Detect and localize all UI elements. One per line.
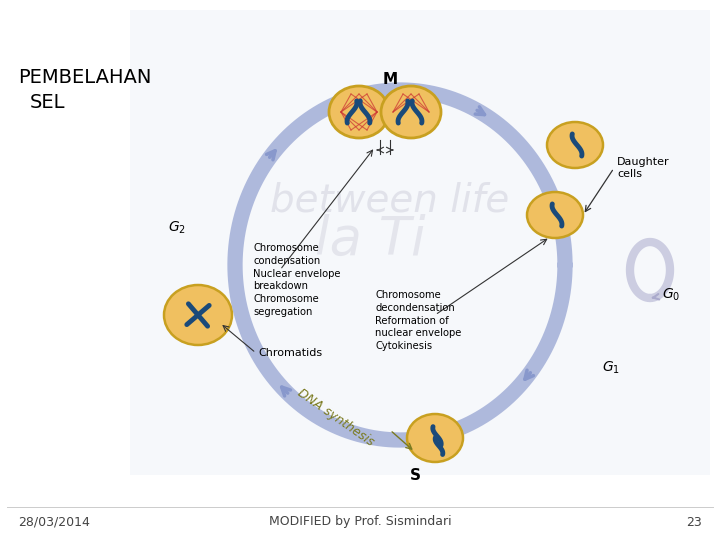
Text: SEL: SEL: [30, 93, 66, 112]
Text: $G_0$: $G_0$: [662, 287, 680, 303]
Ellipse shape: [407, 414, 463, 462]
Text: PEMBELAHAN: PEMBELAHAN: [18, 68, 151, 87]
Text: between life: between life: [271, 181, 510, 219]
FancyBboxPatch shape: [130, 10, 710, 475]
Text: $G_1$: $G_1$: [602, 360, 620, 376]
Text: Chromatids: Chromatids: [258, 348, 322, 358]
Ellipse shape: [381, 86, 441, 138]
Text: 23: 23: [686, 516, 702, 529]
Text: 28/03/2014: 28/03/2014: [18, 516, 90, 529]
Text: M: M: [382, 72, 397, 87]
Text: DNA synthesis: DNA synthesis: [295, 387, 377, 449]
Text: la Ti: la Ti: [315, 214, 426, 266]
Ellipse shape: [527, 192, 583, 238]
Text: Daughter
cells: Daughter cells: [617, 157, 670, 179]
Text: Chromosome
condensation
Nuclear envelope
breakdown
Chromosome
segregation: Chromosome condensation Nuclear envelope…: [253, 243, 341, 317]
Ellipse shape: [164, 285, 232, 345]
Ellipse shape: [547, 122, 603, 168]
Text: Chromosome
decondensation
Reformation of
nuclear envelope
Cytokinesis: Chromosome decondensation Reformation of…: [375, 290, 462, 351]
Ellipse shape: [329, 86, 389, 138]
Text: MODIFIED by Prof. Sismindari: MODIFIED by Prof. Sismindari: [269, 516, 451, 529]
Text: $G_2$: $G_2$: [168, 220, 186, 236]
Text: S: S: [410, 468, 420, 483]
